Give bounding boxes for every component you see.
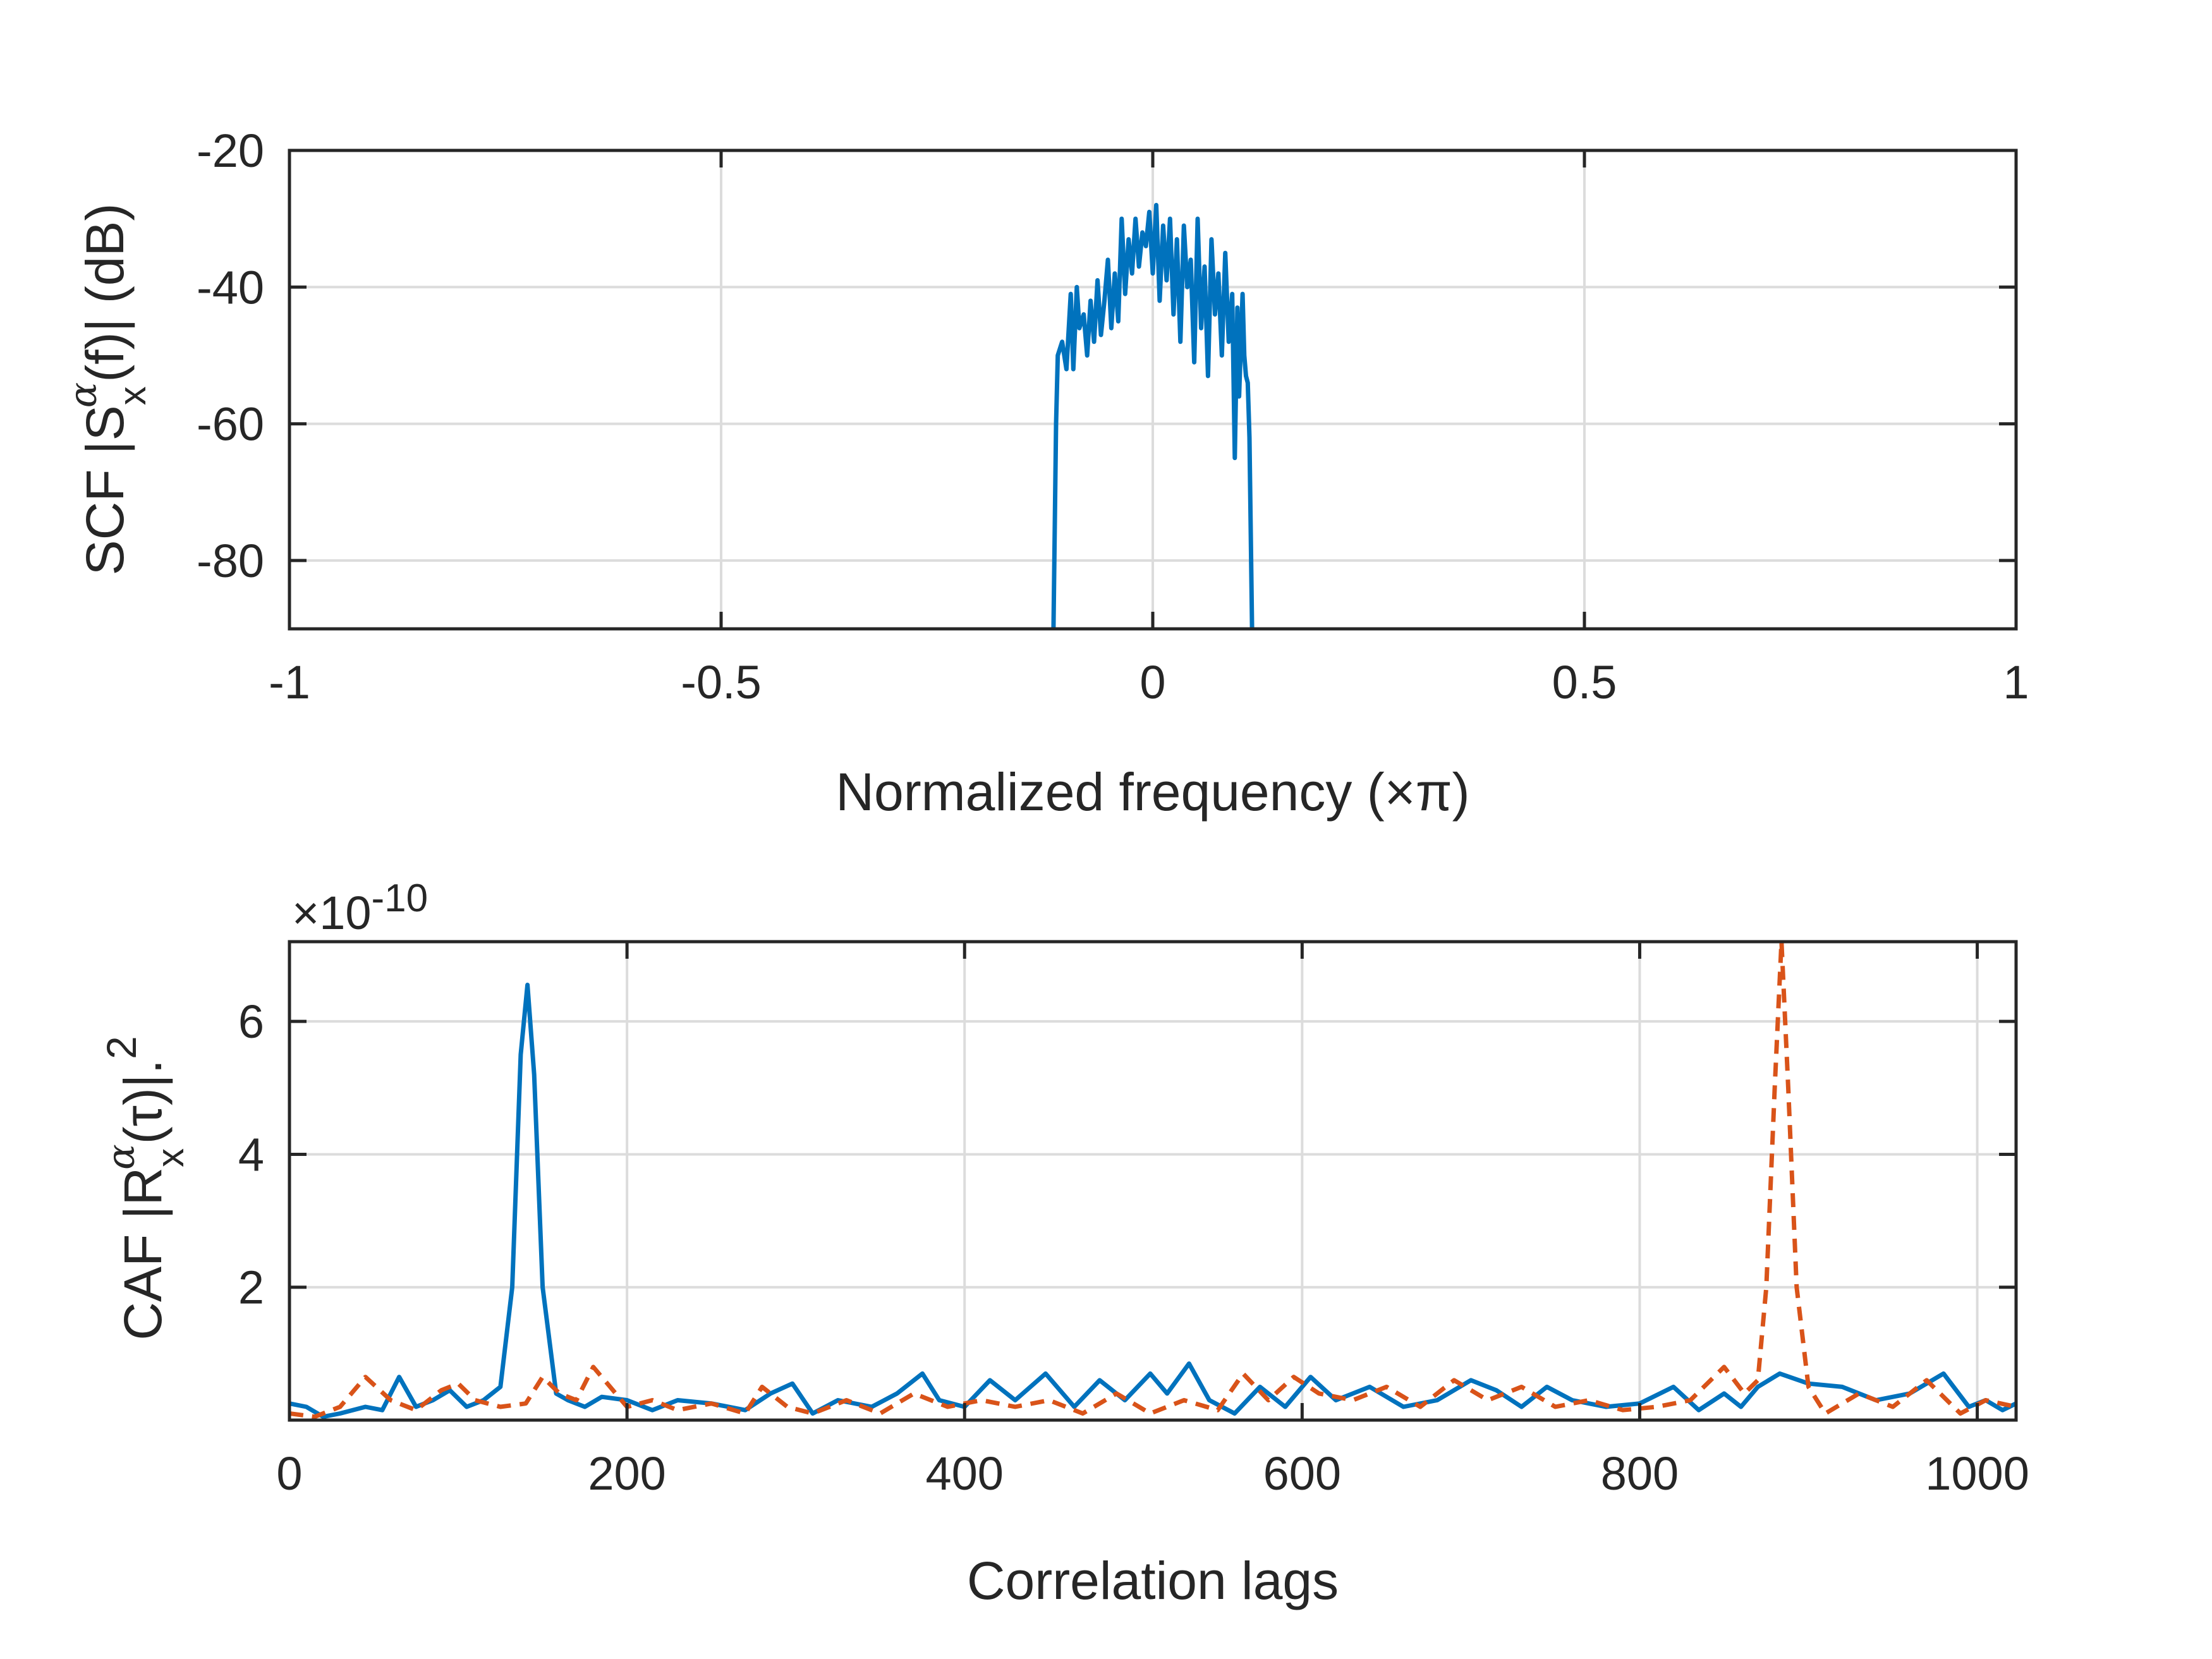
caf-y-axis-label: CAF |Rxα(τ)|.2: [98, 1036, 191, 1340]
scf-panel: -1 -0.5 0 0.5 1 -20 -40 -60 -80 Normalized freq…: [61, 125, 2029, 822]
caf-y-tick-labels: 2 4 6: [238, 995, 264, 1314]
scf-y-tick-label: -40: [197, 261, 264, 313]
scf-x-tick-label: 0: [1139, 656, 1165, 708]
caf-x-tick-label: 400: [925, 1447, 1003, 1500]
caf-series-1-line: [289, 982, 2016, 1419]
caf-x-tick-label: 600: [1263, 1447, 1341, 1500]
caf-x-axis-label: Correlation lags: [967, 1551, 1339, 1610]
caf-exponent-base: ×10: [292, 887, 372, 939]
scf-ticks: [288, 149, 2018, 629]
caf-ylabel-main: CAF |R: [113, 1167, 173, 1340]
caf-ylabel-sub: x: [149, 1148, 191, 1167]
caf-x-tick-label: 800: [1601, 1447, 1679, 1500]
caf-x-tick-labels: 0 200 400 600 800 1000: [276, 1447, 2029, 1500]
scf-x-tick-labels: -1 -0.5 0 0.5 1: [269, 656, 2029, 708]
caf-x-tick-label: 200: [588, 1447, 665, 1500]
scf-y-tick-label: -20: [197, 125, 264, 177]
caf-ylabel-sup2: 2: [98, 1036, 145, 1059]
caf-ylabel-sup: α: [99, 1144, 143, 1170]
scf-ylabel-main: SCF |S: [75, 405, 135, 575]
scf-x-tick-label: -0.5: [681, 656, 762, 708]
caf-ylabel-rest: (τ)|.: [113, 1059, 173, 1144]
scf-x-tick-label: 0.5: [1552, 656, 1617, 708]
caf-x-tick-label: 1000: [1925, 1447, 2029, 1500]
scf-y-tick-label: -60: [197, 398, 264, 451]
caf-series-2-line: [289, 939, 2016, 1419]
scf-x-axis-label: Normalized frequency (×π): [836, 762, 1469, 822]
scf-plot-area: [1051, 203, 1255, 629]
scf-y-tick-labels: -20 -40 -60 -80: [197, 125, 264, 587]
caf-y-tick-label: 4: [238, 1128, 264, 1181]
scf-series-1-line: [1051, 203, 1255, 629]
scf-ylabel-rest: (f)| (dB): [75, 204, 135, 382]
caf-x-tick-label: 0: [276, 1447, 302, 1500]
scf-y-axis-label: SCF |Sxα(f)| (dB): [61, 204, 154, 576]
caf-axes-frame: [288, 940, 2018, 1422]
caf-y-tick-label: 6: [238, 995, 264, 1048]
caf-ticks: [288, 942, 2016, 1420]
caf-exponent-power: -10: [372, 877, 428, 920]
scf-x-tick-label: 1: [2003, 656, 2029, 708]
scf-x-tick-label: -1: [269, 656, 310, 708]
caf-grid: [289, 942, 2016, 1420]
caf-plot-area: [289, 939, 2016, 1419]
caf-exponent-label: ×10-10: [292, 877, 428, 939]
caf-y-tick-label: 2: [238, 1261, 264, 1314]
scf-ylabel-sup: α: [61, 382, 106, 408]
scf-y-tick-label: -80: [197, 535, 264, 587]
scf-ylabel-sub: x: [111, 386, 154, 405]
caf-panel: 0 200 400 600 800 1000 2 4 6 ×10-10 Correlation…: [98, 877, 2029, 1610]
